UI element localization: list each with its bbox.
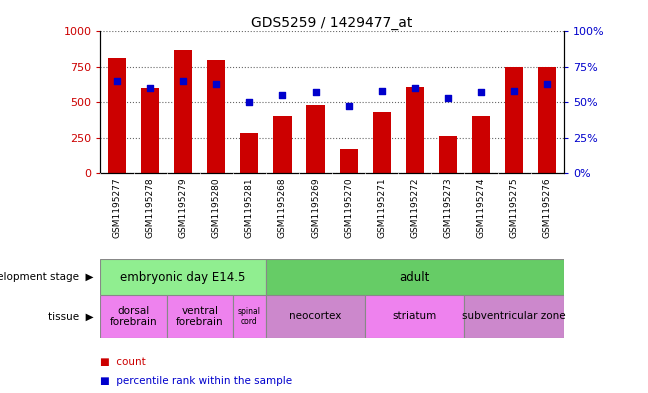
Bar bbox=[340, 149, 358, 173]
Text: GSM1195268: GSM1195268 bbox=[278, 177, 287, 238]
Bar bbox=[141, 88, 159, 173]
Text: GSM1195280: GSM1195280 bbox=[212, 177, 221, 238]
Bar bbox=[373, 112, 391, 173]
Text: GSM1195271: GSM1195271 bbox=[377, 177, 386, 238]
Text: tissue  ▶: tissue ▶ bbox=[49, 311, 94, 321]
Text: GSM1195272: GSM1195272 bbox=[410, 177, 419, 238]
Bar bbox=[167, 295, 233, 338]
Text: ventral
forebrain: ventral forebrain bbox=[176, 306, 224, 327]
Bar bbox=[266, 259, 564, 295]
Text: GSM1195281: GSM1195281 bbox=[245, 177, 254, 238]
Text: striatum: striatum bbox=[393, 311, 437, 321]
Text: GSM1195277: GSM1195277 bbox=[113, 177, 121, 238]
Text: GSM1195279: GSM1195279 bbox=[179, 177, 188, 238]
Text: GSM1195278: GSM1195278 bbox=[146, 177, 155, 238]
Title: GDS5259 / 1429477_at: GDS5259 / 1429477_at bbox=[251, 17, 413, 30]
Bar bbox=[174, 50, 192, 173]
Point bbox=[211, 81, 222, 87]
Bar bbox=[273, 116, 292, 173]
Point bbox=[178, 78, 189, 84]
Bar bbox=[233, 295, 266, 338]
Point bbox=[376, 88, 387, 94]
Text: neocortex: neocortex bbox=[290, 311, 341, 321]
Text: GSM1195274: GSM1195274 bbox=[476, 177, 485, 238]
Bar bbox=[307, 105, 325, 173]
Point bbox=[145, 85, 156, 91]
Bar bbox=[100, 295, 167, 338]
Text: ■  count: ■ count bbox=[100, 356, 146, 367]
Text: GSM1195276: GSM1195276 bbox=[543, 177, 551, 238]
Bar bbox=[439, 136, 457, 173]
Point bbox=[244, 99, 255, 105]
Bar bbox=[207, 60, 226, 173]
Bar bbox=[240, 133, 259, 173]
Bar bbox=[505, 67, 523, 173]
Bar bbox=[365, 295, 465, 338]
Point bbox=[509, 88, 519, 94]
Point bbox=[410, 85, 420, 91]
Text: ■  percentile rank within the sample: ■ percentile rank within the sample bbox=[100, 376, 292, 386]
Text: development stage  ▶: development stage ▶ bbox=[0, 272, 94, 282]
Bar bbox=[538, 67, 557, 173]
Text: GSM1195275: GSM1195275 bbox=[509, 177, 518, 238]
Point bbox=[443, 95, 453, 101]
Text: GSM1195273: GSM1195273 bbox=[443, 177, 452, 238]
Point bbox=[542, 81, 552, 87]
Bar bbox=[406, 86, 424, 173]
Text: spinal
cord: spinal cord bbox=[238, 307, 261, 326]
Text: GSM1195269: GSM1195269 bbox=[311, 177, 320, 238]
Point bbox=[277, 92, 288, 98]
Text: GSM1195270: GSM1195270 bbox=[344, 177, 353, 238]
Bar bbox=[266, 295, 365, 338]
Point bbox=[476, 89, 486, 95]
Bar bbox=[108, 58, 126, 173]
Bar bbox=[465, 295, 564, 338]
Text: embryonic day E14.5: embryonic day E14.5 bbox=[121, 270, 246, 284]
Bar bbox=[100, 259, 266, 295]
Bar bbox=[472, 116, 490, 173]
Point bbox=[343, 103, 354, 110]
Point bbox=[112, 78, 122, 84]
Text: subventricular zone: subventricular zone bbox=[462, 311, 566, 321]
Text: adult: adult bbox=[400, 270, 430, 284]
Text: dorsal
forebrain: dorsal forebrain bbox=[110, 306, 157, 327]
Point bbox=[310, 89, 321, 95]
